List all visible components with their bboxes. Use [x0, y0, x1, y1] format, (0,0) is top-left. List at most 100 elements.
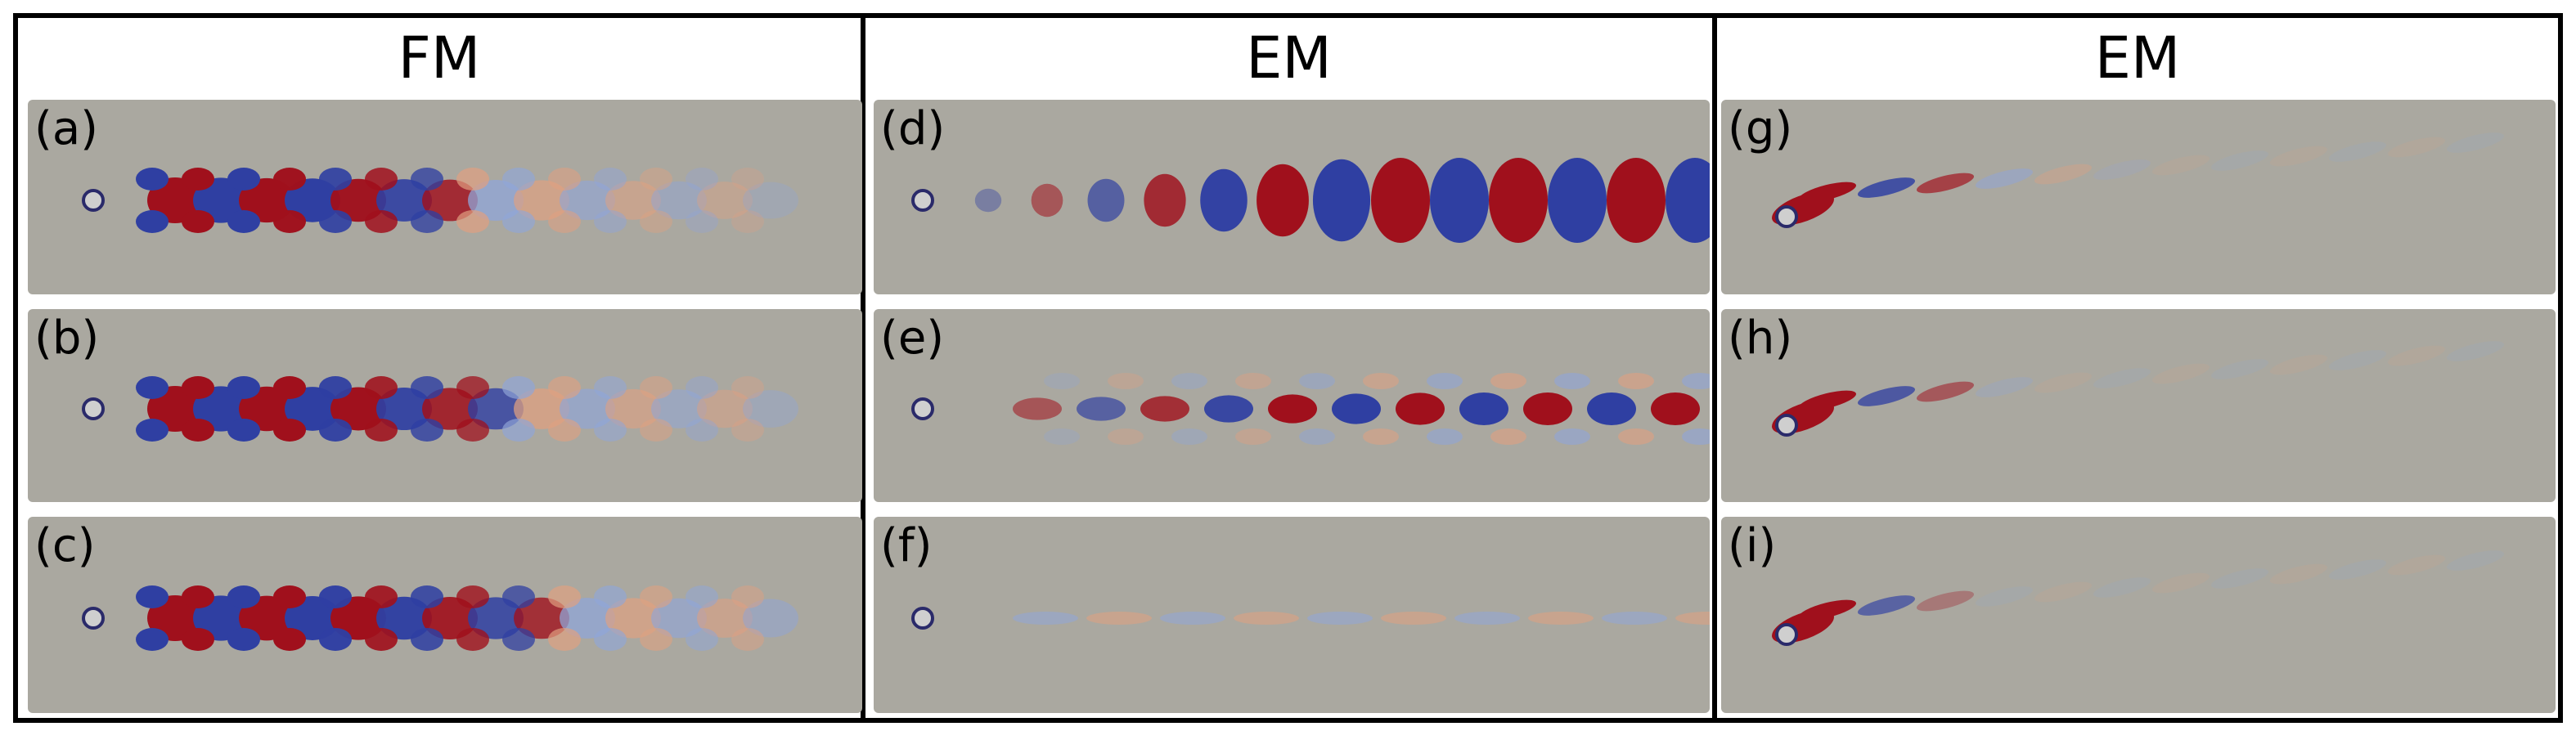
- vortex-lobe: [594, 210, 627, 233]
- vortex-core: [743, 599, 798, 638]
- vortex-core: [147, 386, 203, 432]
- vortex-lobe: [1618, 373, 1654, 389]
- vortex-core: [2329, 350, 2386, 370]
- vortex-core: [2388, 554, 2445, 576]
- vortex-lobe: [548, 376, 581, 399]
- vortex-lobe: [548, 210, 581, 233]
- vortex-core: [376, 179, 432, 222]
- vortex-core: [605, 181, 661, 220]
- vortex-lobe: [1490, 428, 1526, 445]
- vortex-core: [468, 180, 524, 221]
- cylinder-body: [82, 397, 105, 420]
- panel-label-e: (e): [880, 312, 945, 365]
- vortex-core: [422, 179, 478, 222]
- vortex-lobe: [319, 376, 352, 399]
- panel-g: (g): [1721, 100, 2556, 294]
- vortex-core: [193, 177, 249, 223]
- vortex-lobe: [502, 210, 535, 233]
- vortex-core: [1917, 590, 1974, 612]
- vortex-lobe: [273, 628, 306, 651]
- vortex-core: [1396, 392, 1445, 425]
- vortex-lobe: [227, 210, 260, 233]
- vortex-lobe: [456, 210, 489, 233]
- vortex-lobe: [273, 376, 306, 399]
- vortex-lobe: [1554, 373, 1590, 389]
- vortex-core: [651, 598, 707, 639]
- vortex-core: [2152, 572, 2210, 594]
- vortex-lobe: [365, 585, 398, 608]
- vortex-core: [147, 177, 203, 223]
- vortex-core: [1858, 177, 1915, 198]
- vortex-core: [2093, 577, 2151, 598]
- vortex-core: [1858, 595, 1915, 616]
- vortex-lobe: [502, 376, 535, 399]
- cylinder-body: [82, 607, 105, 630]
- vortex-core: [651, 389, 707, 428]
- vortex-core: [1666, 158, 1710, 243]
- vortex-core: [330, 387, 386, 431]
- vortex-lobe: [731, 168, 764, 191]
- vortex-core: [1371, 158, 1430, 243]
- vortex-lobe: [1108, 373, 1144, 389]
- column-title-fm: FM: [398, 25, 481, 92]
- mode-field-b: [82, 376, 798, 442]
- vortex-lobe: [411, 376, 443, 399]
- vortex-core: [1204, 395, 1253, 423]
- vortex-core: [1917, 173, 1974, 194]
- vortex-core: [560, 180, 615, 221]
- vortex-lobe: [136, 376, 169, 399]
- vortex-lobe: [456, 376, 489, 399]
- mode-field-d: [911, 158, 1710, 243]
- vortex-lobe: [1235, 373, 1271, 389]
- vortex-lobe: [136, 168, 169, 191]
- vortex-lobe: [227, 419, 260, 442]
- vortex-lobe: [1427, 428, 1463, 445]
- panel-label-i: (i): [1728, 519, 1777, 572]
- vortex-core: [422, 597, 478, 639]
- vortex-core: [1523, 392, 1572, 425]
- vortex-lobe: [182, 628, 214, 651]
- panel-label-c: (c): [34, 519, 96, 572]
- vortex-core: [147, 595, 203, 641]
- vortex-lobe: [319, 210, 352, 233]
- panel-label-h: (h): [1728, 312, 1793, 365]
- vortex-core: [285, 596, 340, 640]
- vortex-lobe: [319, 168, 352, 191]
- vortex-core: [1454, 612, 1520, 625]
- vortex-lobe: [182, 168, 214, 191]
- vortex-core: [514, 180, 569, 221]
- panel-a: (a): [28, 100, 862, 294]
- vortex-core: [2329, 559, 2386, 580]
- vortex-lobe: [640, 376, 672, 399]
- vortex-lobe: [502, 419, 535, 442]
- vortex-core: [1234, 612, 1299, 625]
- vortex-core: [1675, 612, 1710, 625]
- mode-field-c: [82, 585, 798, 651]
- vortex-lobe: [365, 628, 398, 651]
- vortex-lobe: [182, 376, 214, 399]
- mode-field-i: [1772, 550, 2504, 646]
- vortex-lobe: [502, 168, 535, 191]
- vortex-lobe: [319, 585, 352, 608]
- panel-label-d: (d): [880, 102, 946, 155]
- panel-label-g: (g): [1728, 102, 1793, 155]
- vortex-lobe: [548, 168, 581, 191]
- vortex-lobe: [1490, 373, 1526, 389]
- vortex-lobe: [411, 628, 443, 651]
- vortex-lobe: [686, 376, 718, 399]
- cylinder-body: [1775, 414, 1798, 437]
- vortex-lobe: [686, 210, 718, 233]
- vortex-core: [514, 597, 569, 639]
- vortex-core: [376, 596, 432, 640]
- vortex-core: [1858, 386, 1915, 406]
- vortex-lobe: [731, 628, 764, 651]
- vortex-lobe: [273, 210, 306, 233]
- vortex-lobe: [365, 168, 398, 191]
- vortex-core: [468, 597, 524, 639]
- vortex-core: [743, 182, 798, 219]
- vortex-lobe: [686, 168, 718, 191]
- vortex-core: [1160, 612, 1225, 625]
- mode-field-a: [82, 168, 798, 233]
- vortex-core: [1077, 397, 1126, 421]
- vortex-core: [1459, 392, 1508, 425]
